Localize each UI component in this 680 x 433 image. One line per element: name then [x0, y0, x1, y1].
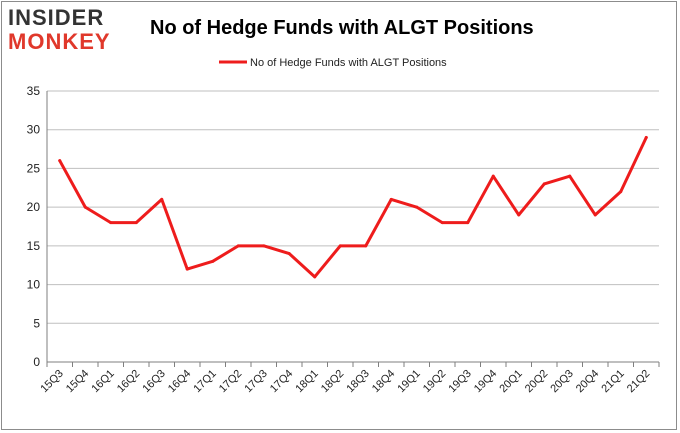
data-point — [236, 244, 240, 248]
data-point — [466, 221, 470, 225]
data-point — [491, 174, 495, 178]
x-tick-label: 17Q2 — [217, 368, 245, 396]
x-tick-label: 18Q3 — [344, 368, 372, 396]
data-point — [440, 221, 444, 225]
insider-monkey-logo: INSIDER MONKEY — [8, 7, 128, 57]
data-point — [644, 135, 648, 139]
legend-label: No of Hedge Funds with ALGT Positions — [250, 57, 447, 69]
x-tick-label: 17Q4 — [268, 368, 296, 396]
chart-title: No of Hedge Funds with ALGT Positions — [150, 17, 534, 39]
data-point — [517, 213, 521, 217]
data-point — [542, 182, 546, 186]
x-tick-label: 15Q4 — [64, 368, 92, 396]
x-tick-label: 19Q4 — [472, 368, 500, 396]
x-tick-label: 17Q1 — [191, 368, 219, 396]
data-point — [313, 275, 317, 279]
data-point — [593, 213, 597, 217]
data-point — [134, 221, 138, 225]
data-point — [58, 159, 62, 163]
legend: No of Hedge Funds with ALGT Positions — [219, 57, 447, 69]
data-point — [415, 205, 419, 209]
y-tick-label: 10 — [27, 278, 41, 292]
y-tick-label: 25 — [27, 161, 41, 175]
series-layer — [58, 135, 648, 279]
x-tick-label: 20Q1 — [497, 368, 525, 396]
data-point — [619, 190, 623, 194]
data-point — [389, 197, 393, 201]
x-tick-label: 18Q4 — [370, 368, 398, 396]
data-point — [262, 244, 266, 248]
data-point — [83, 205, 87, 209]
x-tick-label: 19Q2 — [421, 368, 449, 396]
gridlines — [47, 90, 659, 363]
x-tick-label: 16Q4 — [166, 368, 194, 396]
x-tick-label: 20Q4 — [574, 368, 602, 396]
data-point — [287, 252, 291, 256]
x-tick-label: 15Q3 — [38, 368, 66, 396]
y-tick-label: 0 — [33, 355, 40, 369]
x-tick-label: 20Q2 — [523, 368, 551, 396]
x-tick-label: 18Q2 — [319, 368, 347, 396]
x-tick-label: 21Q1 — [599, 368, 627, 396]
logo-text-monkey: MONKEY — [8, 29, 111, 54]
y-tick-label: 35 — [27, 84, 41, 98]
x-tick-label: 16Q3 — [140, 368, 168, 396]
x-tick-label: 17Q3 — [242, 368, 270, 396]
x-tick-label: 19Q3 — [446, 368, 474, 396]
data-point — [568, 174, 572, 178]
y-tick-label: 30 — [27, 123, 41, 137]
x-tick-label: 20Q3 — [548, 368, 576, 396]
data-point — [211, 259, 215, 263]
y-tick-label: 15 — [27, 239, 41, 253]
series-line — [58, 135, 648, 279]
data-point — [109, 221, 113, 225]
logo-text-insider: INSIDER — [8, 5, 105, 30]
data-point — [364, 244, 368, 248]
x-tick-label: 19Q1 — [395, 368, 423, 396]
x-tick-label: 16Q1 — [89, 368, 117, 396]
data-point — [338, 244, 342, 248]
axes: 0510152025303515Q315Q416Q116Q216Q316Q417… — [27, 84, 660, 396]
x-tick-label: 18Q1 — [293, 368, 321, 396]
data-point — [160, 197, 164, 201]
x-tick-label: 21Q2 — [625, 368, 653, 396]
x-tick-label: 16Q2 — [115, 368, 143, 396]
y-tick-label: 5 — [33, 316, 40, 330]
y-tick-label: 20 — [27, 200, 41, 214]
data-point — [185, 267, 189, 271]
